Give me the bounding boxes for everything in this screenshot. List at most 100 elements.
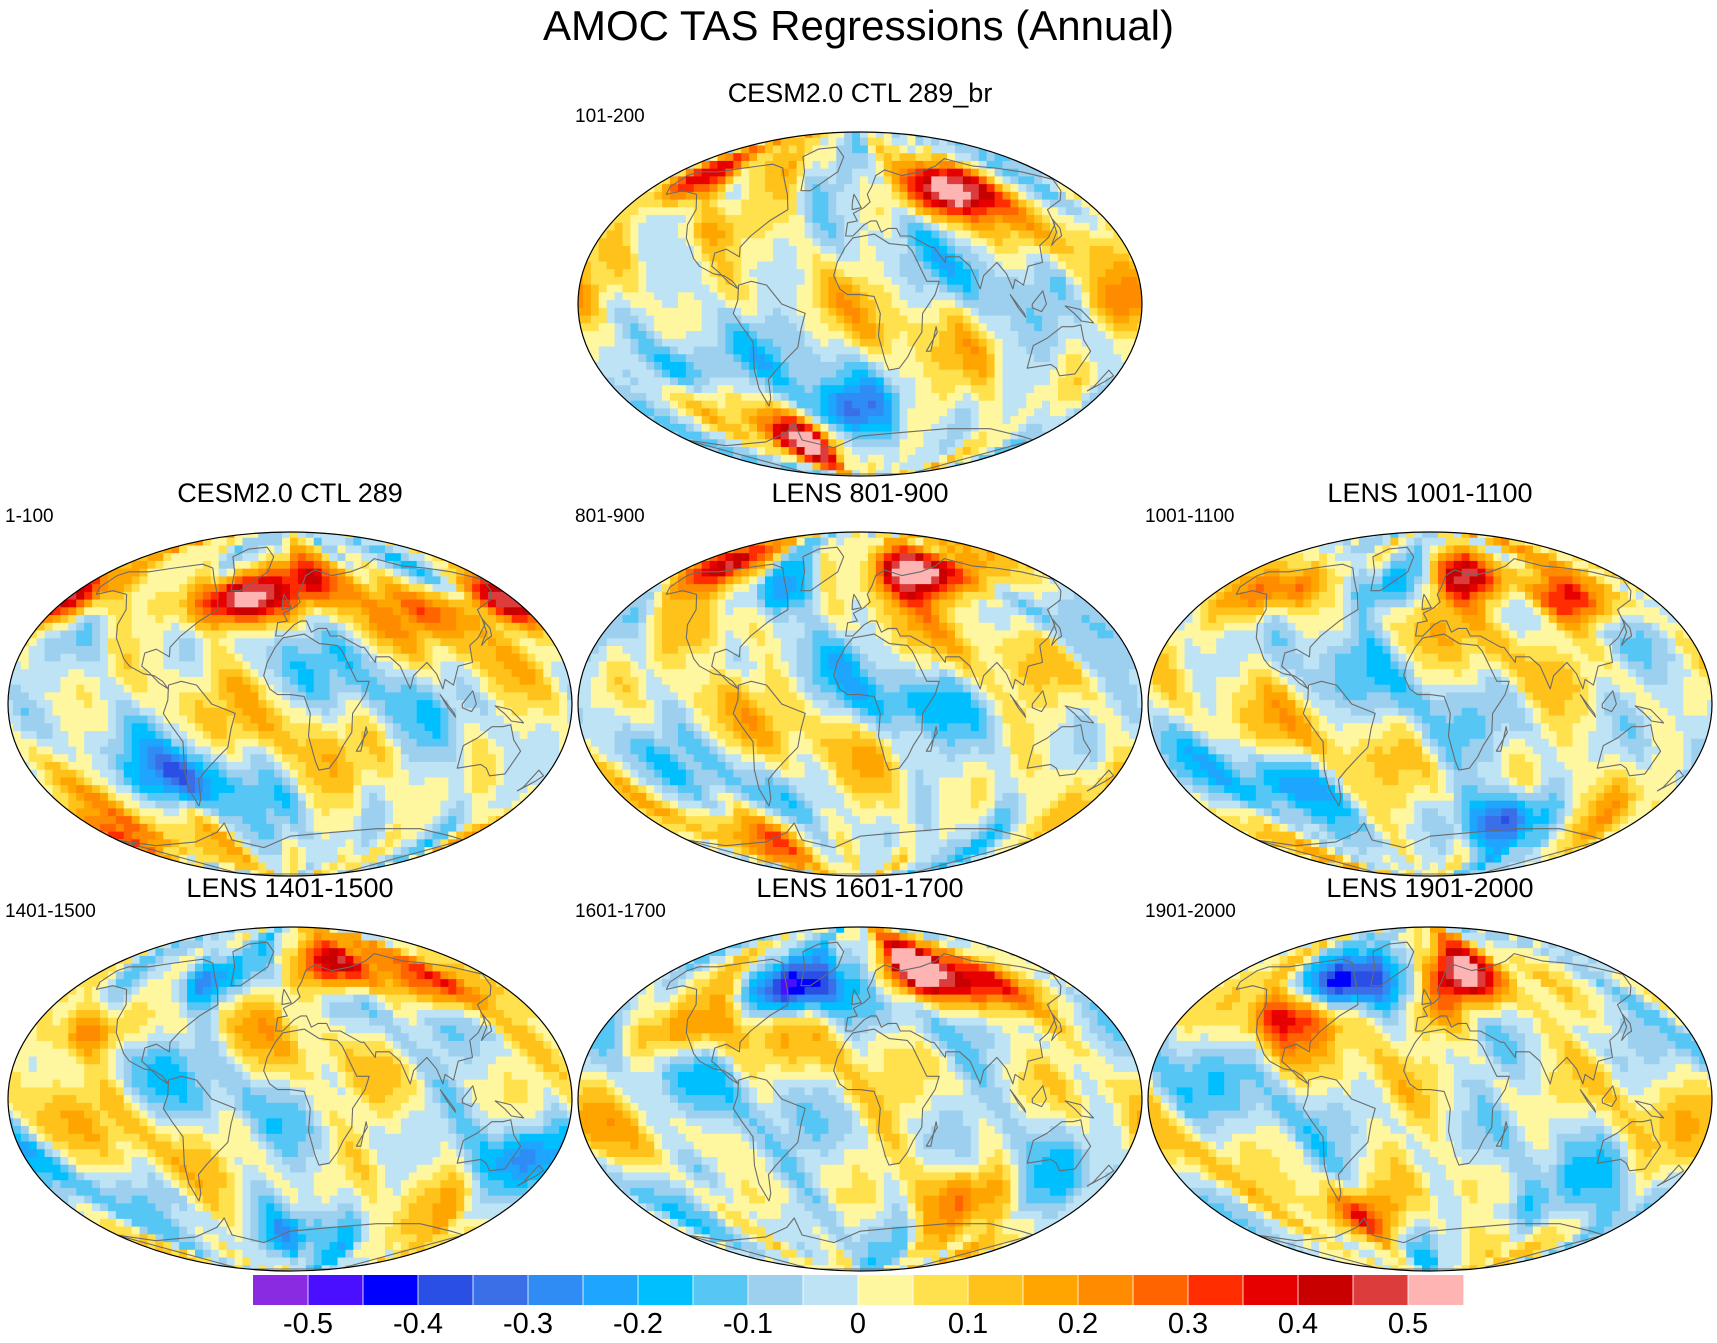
field-cell (84, 545, 93, 554)
field-cell (772, 153, 782, 162)
field-cell (804, 137, 814, 147)
field-cell (891, 168, 901, 177)
field-cell (250, 684, 259, 693)
field-cell (867, 400, 877, 409)
field-cell (353, 576, 362, 585)
field-cell (646, 431, 655, 440)
field-cell (1089, 331, 1099, 340)
field-cell (685, 269, 695, 278)
field-cell (867, 377, 877, 386)
field-cell (1097, 423, 1107, 433)
field-cell (1105, 439, 1114, 448)
field-cell (646, 261, 655, 270)
field-cell (1042, 408, 1051, 417)
field-cell (907, 315, 917, 324)
field-cell (701, 392, 711, 402)
field-cell (836, 377, 845, 386)
field-cell (1129, 246, 1138, 255)
field-cell (1065, 400, 1075, 409)
field-cell (662, 284, 671, 293)
field-cell (1065, 207, 1075, 216)
field-cell (1089, 447, 1099, 456)
field-cell (297, 615, 307, 624)
field-cell (297, 560, 307, 570)
field-cell (487, 630, 497, 639)
field-cell (962, 377, 972, 386)
field-cell (883, 132, 893, 139)
field-cell (76, 545, 85, 554)
field-cell (796, 191, 806, 201)
field-cell (891, 447, 901, 456)
field-cell (1129, 276, 1138, 286)
field-cell (939, 199, 948, 208)
field-cell (282, 532, 291, 539)
field-cell (305, 584, 315, 593)
field-cell (12, 584, 22, 593)
field-cell (875, 323, 885, 332)
field-cell (844, 392, 853, 402)
field-cell (155, 560, 164, 570)
field-cell (867, 137, 877, 147)
field-cell (155, 684, 164, 693)
field-cell (147, 576, 157, 585)
field-cell (701, 269, 711, 278)
field-cell (685, 132, 695, 139)
field-cell (725, 137, 734, 147)
field-cell (1113, 261, 1122, 270)
field-cell (1057, 439, 1067, 448)
field-cell (210, 560, 220, 570)
field-cell (1010, 408, 1019, 417)
field-cell (76, 669, 85, 678)
field-cell (852, 199, 861, 208)
field-cell (290, 584, 299, 593)
field-cell (757, 246, 766, 255)
field-cell (875, 230, 885, 239)
field-cell (1026, 207, 1035, 216)
field-cell (693, 338, 703, 348)
field-cell (875, 416, 885, 425)
field-cell (828, 246, 837, 255)
field-cell (962, 132, 972, 139)
field-cell (472, 646, 481, 655)
field-cell (503, 537, 513, 547)
field-cell (606, 362, 616, 371)
field-cell (290, 545, 299, 554)
field-cell (361, 560, 370, 570)
field-cell (305, 591, 315, 601)
field-cell (1113, 168, 1122, 177)
field-cell (994, 392, 1004, 402)
field-cell (416, 584, 426, 593)
field-cell (804, 354, 814, 363)
field-cell (559, 638, 568, 647)
field-cell (828, 362, 837, 371)
field-cell (836, 400, 845, 409)
field-cell (725, 222, 734, 232)
field-cell (456, 568, 465, 577)
field-cell (749, 246, 758, 255)
field-cell (543, 532, 552, 539)
field-cell (1137, 431, 1142, 440)
field-cell (899, 168, 909, 177)
field-cell (1018, 246, 1027, 255)
field-cell (598, 132, 608, 139)
field-cell (836, 439, 845, 448)
field-cell (1073, 222, 1083, 232)
field-cell (638, 323, 647, 332)
field-cell (733, 307, 742, 317)
field-cell (1089, 423, 1099, 433)
field-cell (1002, 207, 1012, 216)
field-cell (867, 307, 877, 317)
field-cell (788, 160, 798, 170)
field-cell (12, 560, 22, 570)
field-cell (828, 168, 837, 177)
field-cell (994, 269, 1004, 278)
field-cell (931, 362, 940, 371)
field-cell (179, 661, 188, 670)
field-cell (448, 661, 457, 670)
field-cell (962, 184, 972, 193)
field-cell (630, 392, 639, 402)
field-cell (820, 132, 829, 139)
field-cell (1010, 423, 1019, 433)
field-cell (226, 599, 236, 608)
field-cell (44, 568, 54, 577)
